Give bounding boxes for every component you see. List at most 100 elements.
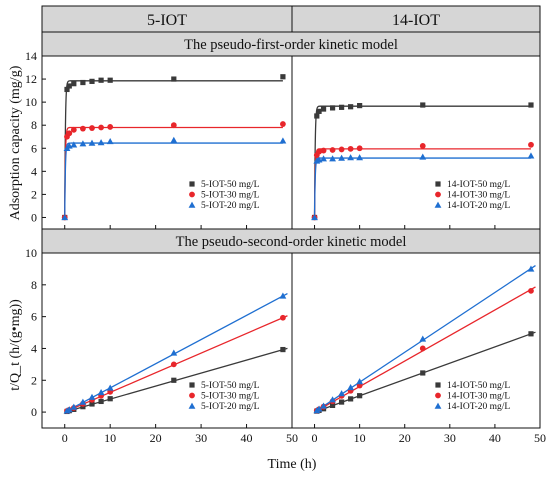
chart-panel-3: 0 10 20 30 40 50 0 2 4 6 8 10 5-IOT-50 mg/L5-IOT-30 … [25, 246, 298, 445]
data-point-square [107, 396, 113, 402]
data-point-square [314, 113, 320, 119]
legend-label: 5-IOT-50 mg/L [201, 381, 260, 391]
data-point-triangle [356, 154, 364, 161]
legend-marker-triangle [188, 201, 196, 208]
data-point-circle [329, 147, 336, 153]
row-header-bar-first-order [41, 31, 541, 57]
data-point-circle [419, 143, 426, 149]
data-point-square [348, 396, 354, 402]
data-point-triangle [527, 152, 535, 159]
data-point-square [357, 393, 363, 399]
y-tick-label: 2 [31, 373, 37, 387]
legend-label: 14-IOT-20 mg/L [447, 201, 510, 211]
x-tick-label: 0 [62, 431, 68, 445]
legend-label: 14-IOT-30 mg/L [447, 392, 510, 402]
legend-label: 14-IOT-20 mg/L [447, 402, 510, 412]
data-point-circle [170, 122, 177, 129]
data-point-triangle [338, 154, 345, 161]
data-point-square [280, 74, 286, 80]
data-point-square [66, 83, 72, 89]
data-point-triangle [65, 406, 73, 413]
legend-label: 14-IOT-50 mg/L [447, 381, 510, 391]
data-point-square [320, 106, 327, 112]
data-point-circle [316, 148, 322, 155]
data-point-circle [80, 125, 86, 132]
legend-label: 14-IOT-30 mg/L [447, 191, 510, 201]
legend-marker-triangle [434, 201, 442, 208]
data-point-square [329, 402, 336, 409]
data-point-circle [528, 287, 534, 294]
data-point-triangle [61, 214, 69, 221]
legend-label: 5-IOT-20 mg/L [201, 201, 260, 211]
data-point-square [339, 399, 345, 405]
data-point-square [528, 331, 534, 337]
column-header-right: 14-IOT [392, 12, 440, 29]
data-point-triangle [315, 405, 323, 412]
x-tick-label: 0 [312, 431, 318, 445]
y-tick-label: 6 [31, 141, 37, 155]
data-point-triangle [419, 335, 427, 342]
legend-marker-circle [189, 191, 195, 198]
data-point-square [64, 86, 70, 93]
data-point-square [316, 108, 322, 114]
legend-marker-circle [435, 191, 441, 198]
data-point-triangle [311, 214, 318, 221]
column-header-left: 5-IOT [147, 12, 187, 29]
x-tick-label: 50 [286, 431, 298, 445]
plot-area [291, 55, 541, 230]
data-point-triangle [320, 402, 327, 409]
data-point-circle [280, 121, 286, 127]
data-point-triangle [329, 155, 336, 162]
data-point-circle [98, 124, 104, 131]
legend-label: 5-IOT-50 mg/L [201, 180, 260, 190]
legend-marker-square [435, 382, 441, 388]
data-point-triangle [106, 137, 114, 145]
x-tick-label: 30 [444, 431, 456, 445]
data-point-square [280, 346, 286, 353]
data-point-triangle [70, 403, 78, 410]
data-point-square [80, 79, 86, 86]
data-point-square [98, 77, 104, 83]
data-point-triangle [329, 396, 336, 403]
chart-panel-4: 0 10 20 30 40 50 14-IOT-50 mg/L14-IOT-30 mg/L1… [291, 252, 546, 445]
legend-label: 5-IOT-30 mg/L [201, 392, 260, 402]
data-point-triangle [97, 139, 105, 146]
data-point-triangle [347, 154, 355, 161]
x-tick-label: 20 [399, 431, 411, 445]
data-point-circle [320, 147, 327, 154]
data-point-square [420, 370, 426, 376]
data-point-triangle [279, 292, 287, 299]
row-header-second-order: The pseudo-second-order kinetic model [176, 234, 407, 250]
y-tick-label: 14 [25, 49, 37, 63]
data-point-square [89, 401, 95, 407]
x-tick-label: 30 [195, 431, 207, 445]
data-point-circle [280, 314, 286, 321]
data-point-square [171, 377, 177, 383]
ylabel-first-order: Adsorption capacity (mg/g) [8, 65, 23, 220]
y-tick-label: 12 [25, 72, 37, 86]
data-point-triangle [79, 140, 87, 147]
data-point-triangle [320, 155, 327, 162]
data-point-square [107, 77, 113, 83]
data-point-circle [70, 126, 77, 133]
data-point-square [98, 398, 104, 405]
chart-panel-1: 0 2 4 6 8 10 12 14 5-IOT-50 mg/L5-IOT-30 mg/L5-I… [25, 49, 293, 230]
ylabel-second-order: t/Q_t (h/(g•mg)) [8, 299, 23, 391]
data-point-triangle [70, 141, 78, 148]
data-point-circle [66, 130, 73, 137]
data-point-triangle [347, 384, 355, 391]
row-header-bar-second-order [41, 228, 541, 254]
y-tick-label: 0 [31, 210, 37, 224]
data-point-triangle [106, 384, 114, 391]
data-point-circle [170, 361, 177, 368]
data-point-circle [338, 146, 345, 153]
x-tick-label: 50 [534, 431, 546, 445]
y-tick-label: 6 [31, 310, 37, 324]
data-point-triangle [419, 153, 427, 160]
data-point-circle [356, 145, 363, 152]
y-tick-label: 10 [25, 95, 37, 109]
data-point-triangle [279, 137, 287, 144]
legend-label: 5-IOT-20 mg/L [201, 402, 260, 412]
legend-marker-circle [435, 392, 441, 399]
